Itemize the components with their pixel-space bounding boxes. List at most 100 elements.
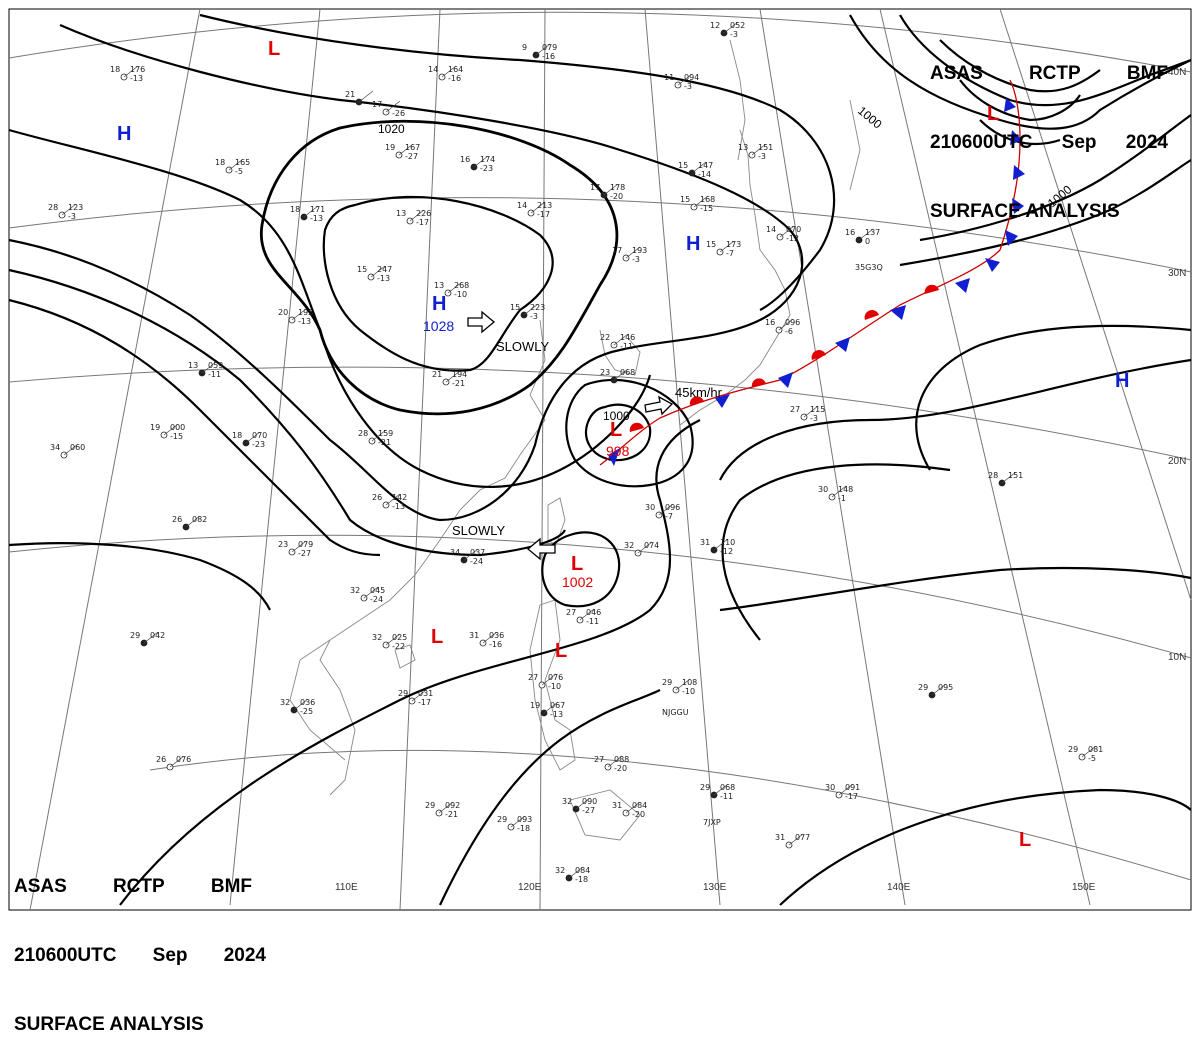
- station-tendency: -13: [550, 710, 563, 719]
- station-temperature: 19: [150, 423, 160, 432]
- station-plot: 13 151-3: [738, 143, 773, 161]
- station-temperature: 13: [396, 209, 406, 218]
- footer-time: 210600UTC: [14, 945, 117, 966]
- station-temperature: 27: [594, 755, 604, 764]
- wind-barb: [530, 201, 546, 214]
- lon-label-120e: 120E: [518, 882, 542, 893]
- station-pressure: 173: [726, 240, 741, 249]
- station-pressure: 165: [235, 158, 250, 167]
- center-l-northwest: L: [268, 38, 280, 60]
- wind-barb: [575, 797, 591, 810]
- station-plot: 22 146-11: [600, 333, 635, 351]
- wind-barb: [363, 586, 379, 599]
- motion-arrows: [467, 310, 674, 561]
- ship-callsigns: 35G3Q NJGGU 7JXP: [662, 263, 883, 827]
- station-temperature: 15: [678, 161, 688, 170]
- isobar-996-ne: [899, 14, 1192, 107]
- meridian-100e: [29, 8, 201, 911]
- station-temperature: 13: [188, 361, 198, 370]
- station-tendency: -13: [298, 317, 311, 326]
- station-pressure: 082: [192, 515, 207, 524]
- center-h-pacific: H: [1115, 370, 1129, 392]
- station-plot: 29 092-21: [425, 801, 460, 819]
- station-pressure: 115: [810, 405, 825, 414]
- station-tendency: -7: [665, 512, 673, 521]
- wind-barb: [291, 308, 307, 321]
- station-pressure: 094: [684, 73, 699, 82]
- lon-label-150e: 150E: [1072, 882, 1096, 893]
- coast-mindanao: [569, 789, 641, 841]
- station-pressure: 091: [845, 783, 860, 792]
- isobar-1008-pac-c: [719, 566, 1192, 612]
- lat-label-40n: 40N: [1168, 67, 1186, 78]
- warm-front-symbols: [629, 284, 939, 432]
- station-temperature: 23: [278, 540, 288, 549]
- station-pressure: 167: [405, 143, 420, 152]
- station-pressure: 268: [454, 281, 469, 290]
- station-tendency: -18: [575, 875, 588, 884]
- isobar-label-1000-typhoon: 1000: [603, 409, 630, 423]
- station-tendency: -21: [445, 810, 458, 819]
- station-plot: 27 115-3: [790, 405, 825, 423]
- station-temperature: 27: [566, 608, 576, 617]
- wind-barb: [398, 143, 414, 156]
- parallel-0: [149, 749, 1192, 881]
- station-temperature: 18: [110, 65, 120, 74]
- arrow-siberia-high: [467, 310, 496, 334]
- station-plot: 28 159-21: [358, 429, 393, 447]
- station-plot: 18 176-13: [110, 65, 145, 83]
- station-plot: 32 036-25: [280, 698, 315, 716]
- station-pressure: 092: [445, 801, 460, 810]
- wind-barb: [409, 209, 425, 222]
- header-product: BMF: [1126, 63, 1168, 84]
- wind-barb: [61, 203, 77, 216]
- wind-barb: [779, 225, 795, 238]
- station-temperature: 29: [130, 631, 140, 640]
- station-pressure: 110: [720, 538, 735, 547]
- station-temperature: 26: [172, 515, 182, 524]
- station-plot: 27 046-11: [566, 608, 601, 626]
- wind-barb: [838, 783, 854, 796]
- wind-barb: [607, 755, 623, 768]
- station-plot: 32 084-18: [555, 866, 590, 884]
- station-plot: 31 036-16: [469, 631, 504, 649]
- callsign-7jxp: 7JXP: [703, 818, 721, 827]
- station-plot: 32 025-22: [372, 633, 407, 651]
- station-temperature: 29: [425, 801, 435, 810]
- station-temperature: 17: [612, 246, 622, 255]
- meridian-120e: [399, 8, 441, 911]
- station-temperature: 21: [345, 90, 355, 99]
- station-temperature: 16: [765, 318, 775, 327]
- station-plot: 12 052-3: [710, 21, 745, 39]
- wind-barb: [713, 538, 729, 551]
- footer-month: Sep: [152, 945, 188, 966]
- station-tendency: -3: [530, 312, 538, 321]
- station-tendency: -20: [614, 764, 627, 773]
- wind-barb: [143, 631, 159, 644]
- isobar-1020: [259, 119, 619, 416]
- center-l-okhotsk: L: [987, 103, 999, 125]
- station-pressure: 195: [298, 308, 313, 317]
- station-tendency: -11: [208, 370, 221, 379]
- station-temperature: 11: [664, 73, 674, 82]
- wind-barb: [931, 683, 947, 696]
- station-plot: 15 147-14: [678, 161, 713, 179]
- station-pressure: 137: [865, 228, 880, 237]
- station-pressure: 226: [416, 209, 431, 218]
- station-tendency: -26: [392, 109, 405, 118]
- wind-barb: [163, 423, 179, 436]
- wind-barb: [291, 540, 307, 553]
- station-plot: 28 123-3: [48, 203, 83, 221]
- station-temperature: 31: [469, 631, 479, 640]
- station-pressure: 052: [730, 21, 745, 30]
- footer-year: 2024: [223, 945, 266, 966]
- wind-barb: [169, 755, 185, 768]
- header-bottom-left: ASAS RCTP BMF 210600UTC Sep 2024 SURFACE ANA…: [14, 829, 266, 1059]
- station-pressure: 076: [176, 755, 191, 764]
- station-temperature: 30: [825, 783, 835, 792]
- cold-front-symbols: [608, 98, 1025, 466]
- station-temperature: 32: [624, 541, 634, 550]
- station-plot: 15 223-3: [510, 303, 545, 321]
- station-pressure: 096: [785, 318, 800, 327]
- station-tendency: -1: [838, 494, 846, 503]
